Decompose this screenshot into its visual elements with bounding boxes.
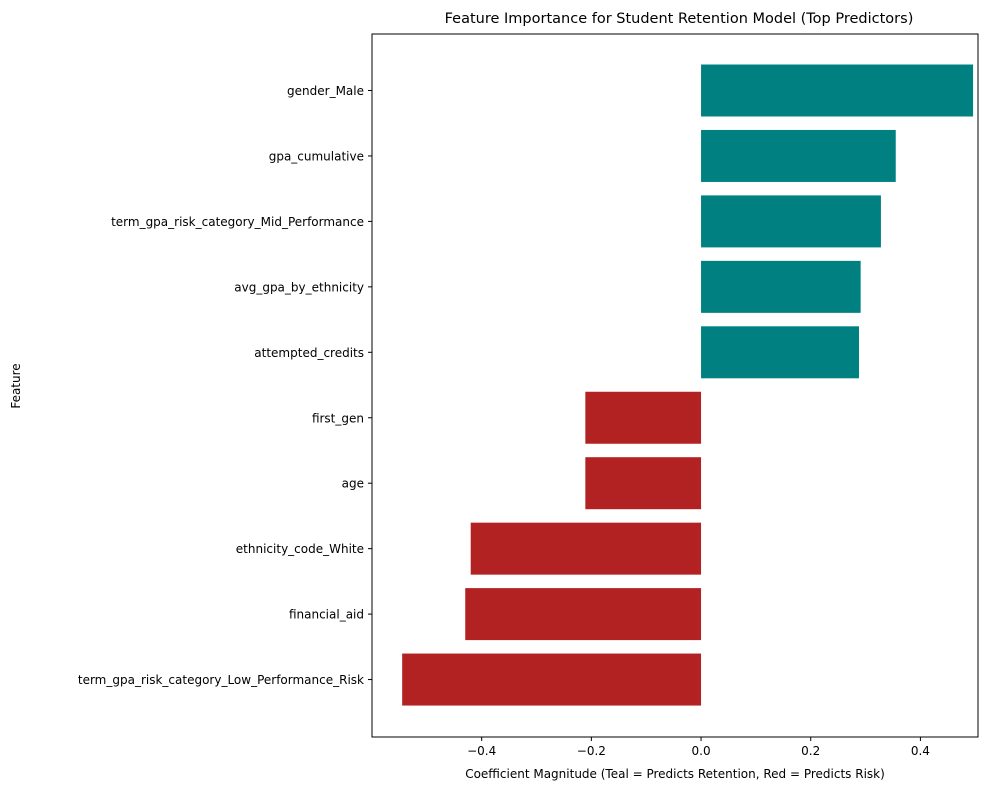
y-tick-label: first_gen <box>312 411 364 425</box>
bar-age <box>585 457 702 510</box>
bar-term_gpa_risk_category_Mid_Performance <box>701 195 881 248</box>
x-tick-label: 0.0 <box>692 744 711 758</box>
y-tick-group: gender_Male gpa_cumulative term_gpa_risk_c… <box>78 84 372 687</box>
y-tick-label: financial_aid <box>289 608 364 622</box>
bar-gpa_cumulative <box>701 129 896 182</box>
bar-financial_aid <box>465 588 702 641</box>
plot-area-frame <box>371 33 979 738</box>
bar-gender_Male <box>701 64 974 117</box>
y-tick-label: term_gpa_risk_category_Mid_Performance <box>111 215 364 229</box>
x-tick-label: −0.2 <box>577 744 606 758</box>
y-tick-label: age <box>342 477 364 491</box>
x-tick-group: −0.4 −0.2 0.0 0.2 0.4 <box>467 737 930 758</box>
y-tick-label: gender_Male <box>287 84 364 98</box>
y-axis-label: Feature <box>9 363 23 408</box>
x-tick-label: 0.2 <box>801 744 820 758</box>
y-tick-label: attempted_credits <box>254 346 364 360</box>
x-axis-label: Coefficient Magnitude (Teal = Predicts R… <box>465 767 885 781</box>
bar-term_gpa_risk_category_Low_Performance_Risk <box>402 653 702 706</box>
y-tick-label: gpa_cumulative <box>269 149 364 163</box>
chart-title: Feature Importance for Student Retention… <box>445 11 914 27</box>
x-tick-label: 0.4 <box>911 744 930 758</box>
bar-first_gen <box>585 391 702 444</box>
bar-ethnicity_code_White <box>470 522 702 575</box>
x-tick-label: −0.4 <box>467 744 496 758</box>
bar-attempted_credits <box>701 326 859 379</box>
y-tick-label: term_gpa_risk_category_Low_Performance_R… <box>78 673 364 687</box>
y-tick-label: ethnicity_code_White <box>236 542 364 556</box>
bars-group <box>402 64 974 706</box>
y-tick-label: avg_gpa_by_ethnicity <box>234 280 364 294</box>
bar-avg_gpa_by_ethnicity <box>701 260 861 313</box>
